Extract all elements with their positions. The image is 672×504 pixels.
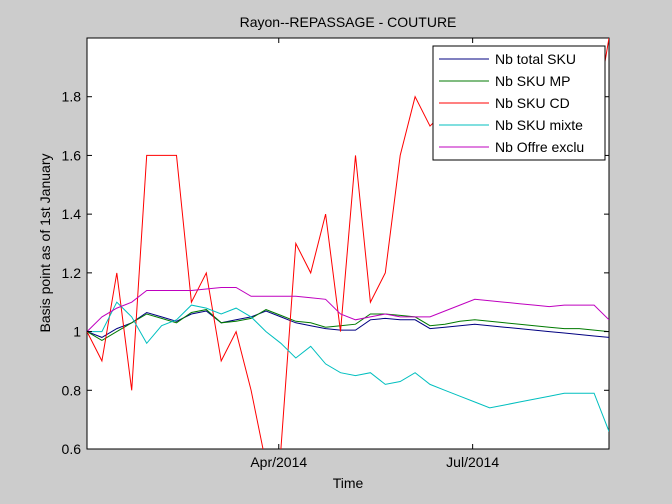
y-tick-label: 1.8 xyxy=(62,89,82,105)
y-tick-label: 1.2 xyxy=(62,265,82,281)
ticks-layer: 0.6 0.8 1 1.2 1.4 1.6 1.8 Apr/2014 Jul/2014 xyxy=(62,38,609,470)
y-tick-label: 1.4 xyxy=(62,206,82,222)
series-layer xyxy=(87,38,609,449)
legend-label-5: Nb Offre exclu xyxy=(495,139,584,155)
y-tick-label: 0.8 xyxy=(62,382,82,398)
legend-label-1: Nb total SKU xyxy=(495,51,576,67)
chart-title: Rayon--REPASSAGE - COUTURE xyxy=(240,14,457,30)
y-tick-label: 0.6 xyxy=(62,441,82,457)
series-line-4 xyxy=(87,301,609,432)
legend-label-2: Nb SKU MP xyxy=(495,73,570,89)
y-tick-label: 1.6 xyxy=(62,147,82,163)
y-tick-label: 1 xyxy=(73,324,81,340)
series-line-5 xyxy=(87,287,609,332)
x-tick-label: Jul/2014 xyxy=(446,454,499,470)
legend-box xyxy=(432,45,606,161)
legend-label-3: Nb SKU CD xyxy=(495,95,570,111)
y-axis-label: Basis point as of 1st January xyxy=(37,154,53,333)
x-axis-label: Time xyxy=(333,475,364,491)
legend: Nb total SKU Nb SKU MP Nb SKU CD Nb SKU mix… xyxy=(432,45,606,161)
x-tick-label: Apr/2014 xyxy=(250,454,307,470)
series-line-2 xyxy=(87,309,609,341)
legend-label-4: Nb SKU mixte xyxy=(495,117,583,133)
